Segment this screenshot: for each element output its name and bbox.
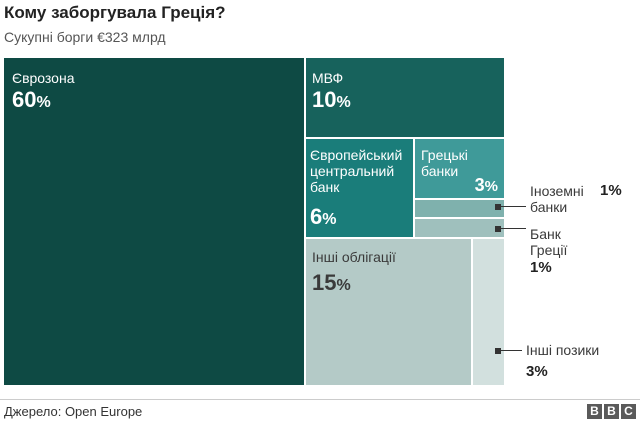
chart-title: Кому заборгувала Греція? [4,3,226,22]
tile-ecb: Європейський центральний банк 6% [306,139,413,237]
callout-bank-of-greece-value: 1% [530,259,552,276]
callout-foreign-banks-label: Іноземні банки [530,183,584,215]
source-note: Джерело: Open Europe [4,404,143,419]
bbc-logo-letter: B [604,404,619,419]
callout-foreign-banks-line [498,206,526,207]
callout-foreign-banks-value: 1% [600,182,622,199]
tile-eurozone-value: 60% [12,87,51,112]
tile-ecb-value: 6% [310,204,337,229]
tile-ecb-label: Європейський центральний банк [310,147,403,195]
footer-divider [0,399,640,400]
chart-subtitle: Сукупні борги €323 млрд [4,29,166,45]
callout-bank-of-greece-dot [495,226,501,232]
callout-foreign-banks-dot [495,204,501,210]
tile-bank-of-greece [415,219,504,237]
tile-imf: МВФ 10% [306,58,504,137]
bbc-logo-letter: B [587,404,602,419]
callout-other-loans-dot [495,348,501,354]
tile-imf-value: 10% [312,87,351,112]
tile-other-bonds: Інші облігації 15% [306,239,471,385]
tile-greek-banks-value: 3% [474,175,498,195]
tile-other-bonds-value: 15% [312,270,351,295]
callout-bank-of-greece-line [498,228,526,229]
tile-other-bonds-label: Інші облігації [312,249,396,265]
tile-greek-banks-label: Грецькі банки [421,147,468,179]
tile-other-loans [473,239,504,385]
tile-eurozone: Єврозона 60% [4,58,304,385]
tile-foreign-banks [415,200,504,217]
callout-bank-of-greece-label: Банк Греції [530,226,568,258]
tile-greek-banks: Грецькі банки 3% [415,139,504,198]
callout-other-loans-line [498,350,522,351]
callout-other-loans-label: Інші позики [526,342,600,358]
bbc-logo: B B C [587,404,636,419]
bbc-logo-letter: C [621,404,636,419]
tile-imf-label: МВФ [312,70,344,86]
tile-eurozone-label: Єврозона [12,70,75,86]
callout-other-loans-value: 3% [526,363,548,380]
